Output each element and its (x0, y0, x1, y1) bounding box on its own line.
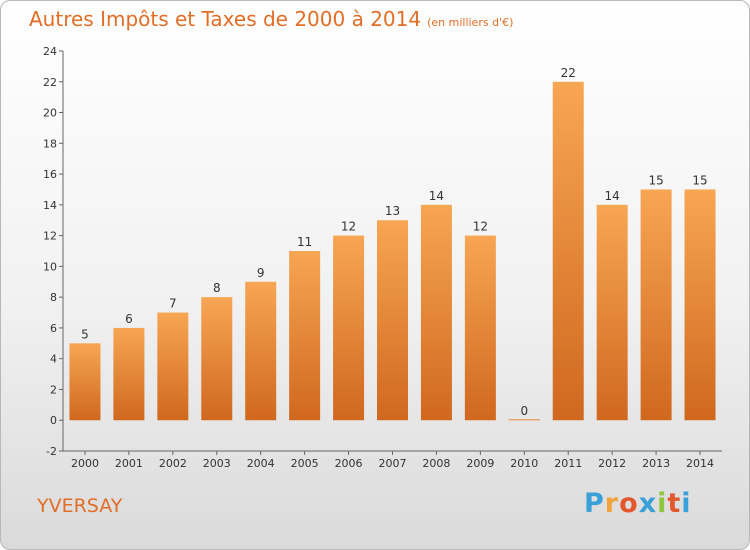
bar-2006 (333, 235, 365, 421)
value-label-2007: 13 (385, 204, 400, 218)
value-label-2001: 6 (125, 312, 133, 326)
value-label-2004: 9 (257, 266, 265, 280)
y-tick-label: 6 (50, 322, 57, 335)
x-tick-label-2011: 2011 (554, 457, 582, 470)
x-tick-label-2004: 2004 (247, 457, 275, 470)
x-tick-label-2007: 2007 (379, 457, 407, 470)
bar-2008 (420, 204, 452, 421)
x-tick-label-2013: 2013 (642, 457, 670, 470)
bar-2002 (157, 312, 189, 421)
bar-2013 (640, 189, 672, 421)
y-tick-label: -2 (46, 445, 57, 458)
x-axis: 2000 2001 2002 2003 2004 2005 2006 2007 2008 2009… (63, 450, 722, 470)
value-labels: 5 6 7 8 9 11 12 13 14 12 0 22 14 15 15 (81, 66, 708, 418)
logo-letter: o (619, 488, 639, 519)
y-tick-label: 14 (43, 199, 57, 212)
chart-unit-label: (en milliers d'€) (427, 16, 514, 29)
y-tick-label: 10 (43, 260, 57, 273)
x-tick-label-2012: 2012 (598, 457, 626, 470)
chart-title: Autres Impôts et Taxes de 2000 à 2014 (en… (29, 7, 513, 31)
y-tick-label: 16 (43, 168, 57, 181)
y-tick-label: 0 (50, 414, 57, 427)
bar-2010 (508, 419, 540, 421)
value-label-2003: 8 (213, 281, 221, 295)
logo-letter: i (657, 488, 668, 519)
y-tick-label: 12 (43, 230, 57, 243)
bar-2005 (289, 251, 321, 421)
value-label-2009: 12 (473, 220, 488, 234)
y-tick-label: 24 (43, 45, 57, 58)
logo-letter: t (667, 488, 682, 519)
x-tick-label-2003: 2003 (203, 457, 231, 470)
value-label-2011: 22 (561, 66, 576, 80)
logo-letter: i (681, 488, 692, 519)
value-label-2005: 11 (297, 235, 312, 249)
logo-letter: x (638, 488, 658, 519)
y-tick-label: 22 (43, 76, 57, 89)
y-tick-label: 8 (50, 291, 57, 304)
value-label-2013: 15 (648, 173, 663, 187)
x-tick-label-2010: 2010 (510, 457, 538, 470)
bar-2004 (245, 281, 277, 421)
bar-2007 (377, 220, 408, 421)
x-tick-label-2006: 2006 (335, 457, 363, 470)
value-label-2012: 14 (605, 189, 620, 203)
x-tick-label-2005: 2005 (291, 457, 319, 470)
bar-2001 (113, 327, 145, 421)
x-tick-label-2009: 2009 (466, 457, 494, 470)
bar-2009 (464, 235, 496, 421)
bar-2014 (684, 189, 716, 421)
value-label-2014: 15 (692, 173, 707, 187)
bar-2000 (69, 343, 101, 421)
value-label-2000: 5 (81, 327, 89, 341)
bar-2011 (552, 81, 584, 421)
x-tick-label-2001: 2001 (115, 457, 143, 470)
y-tick-label: 18 (43, 137, 57, 150)
value-label-2006: 12 (341, 220, 356, 234)
x-tick-label-2000: 2000 (71, 457, 99, 470)
y-tick-label: 4 (50, 353, 57, 366)
bar-2003 (201, 297, 233, 421)
value-label-2002: 7 (169, 297, 177, 311)
logo-letter: r (604, 488, 620, 519)
logo-letter: P (584, 488, 605, 519)
bar-2012 (596, 204, 628, 421)
value-label-2008: 14 (429, 189, 444, 203)
proxiti-logo[interactable]: Proxiti (584, 488, 692, 519)
y-tick-label: 2 (50, 383, 57, 396)
x-tick-label-2008: 2008 (422, 457, 450, 470)
value-label-2010: 0 (520, 404, 528, 418)
y-tick-label: 20 (43, 107, 57, 120)
chart-title-text: Autres Impôts et Taxes de 2000 à 2014 (29, 7, 422, 31)
x-tick-label-2002: 2002 (159, 457, 187, 470)
location-name: YVERSAY (37, 495, 123, 517)
bars (69, 81, 716, 421)
x-tick-label-2014: 2014 (686, 457, 714, 470)
